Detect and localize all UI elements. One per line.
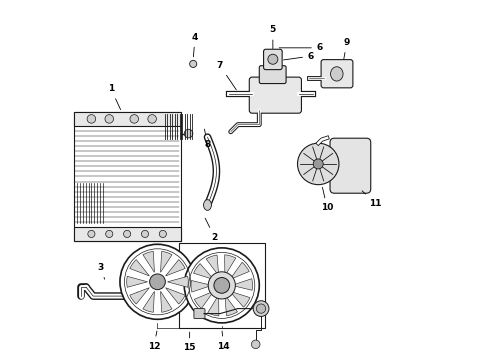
Circle shape	[120, 244, 195, 319]
FancyBboxPatch shape	[249, 77, 301, 113]
Circle shape	[251, 340, 260, 348]
Text: 7: 7	[217, 61, 236, 90]
Polygon shape	[168, 276, 188, 287]
Circle shape	[88, 230, 95, 238]
Ellipse shape	[136, 292, 140, 300]
FancyBboxPatch shape	[194, 309, 205, 319]
FancyBboxPatch shape	[321, 60, 353, 88]
Circle shape	[87, 114, 96, 123]
Circle shape	[106, 230, 113, 238]
Polygon shape	[225, 255, 236, 276]
Ellipse shape	[331, 67, 343, 81]
Text: 9: 9	[343, 38, 350, 59]
Text: 11: 11	[362, 191, 382, 208]
Polygon shape	[130, 288, 149, 304]
Text: 1: 1	[108, 84, 121, 109]
Polygon shape	[230, 262, 249, 279]
Polygon shape	[232, 279, 252, 290]
Ellipse shape	[203, 200, 211, 210]
Circle shape	[190, 60, 197, 67]
Circle shape	[142, 230, 148, 238]
FancyBboxPatch shape	[330, 138, 371, 193]
Circle shape	[130, 114, 139, 123]
Text: 13: 13	[197, 277, 210, 306]
FancyBboxPatch shape	[264, 49, 282, 69]
Circle shape	[253, 301, 269, 316]
Text: 14: 14	[217, 331, 230, 351]
Polygon shape	[130, 260, 149, 276]
Bar	[179, 243, 265, 328]
Circle shape	[268, 54, 278, 64]
Circle shape	[208, 272, 235, 299]
Polygon shape	[225, 295, 238, 316]
Text: 4: 4	[192, 33, 198, 57]
Circle shape	[149, 274, 165, 290]
Polygon shape	[195, 291, 214, 309]
Bar	[74, 112, 181, 241]
Circle shape	[184, 248, 259, 323]
Bar	[74, 227, 181, 241]
Circle shape	[123, 230, 131, 238]
Polygon shape	[161, 251, 172, 272]
Polygon shape	[208, 295, 219, 316]
Polygon shape	[194, 264, 214, 279]
Text: 6: 6	[284, 51, 314, 60]
Circle shape	[184, 129, 193, 138]
Circle shape	[105, 114, 114, 123]
Circle shape	[159, 230, 167, 238]
Polygon shape	[161, 291, 172, 312]
Polygon shape	[143, 291, 154, 312]
FancyBboxPatch shape	[259, 66, 286, 84]
Bar	[74, 112, 181, 126]
Text: 12: 12	[147, 331, 160, 351]
Polygon shape	[166, 288, 185, 304]
Text: 15: 15	[183, 332, 196, 352]
Polygon shape	[166, 260, 185, 276]
Text: 8: 8	[204, 129, 211, 149]
Circle shape	[148, 114, 156, 123]
Polygon shape	[127, 276, 147, 287]
Circle shape	[297, 143, 339, 185]
Text: 10: 10	[321, 187, 333, 212]
Text: 3: 3	[97, 263, 105, 279]
Polygon shape	[206, 255, 219, 276]
Text: 2: 2	[205, 218, 218, 242]
Text: 6: 6	[279, 43, 323, 52]
Circle shape	[214, 278, 230, 293]
Polygon shape	[230, 291, 250, 307]
Text: 5: 5	[270, 26, 276, 49]
Polygon shape	[191, 280, 212, 292]
Polygon shape	[143, 251, 154, 272]
Circle shape	[256, 304, 266, 313]
Circle shape	[313, 159, 323, 169]
